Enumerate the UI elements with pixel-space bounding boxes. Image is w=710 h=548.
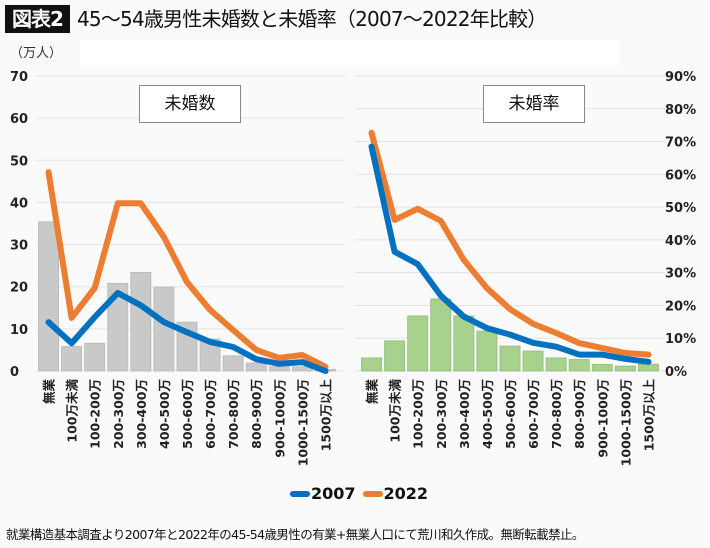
y-tick-label-rate-90: 90%: [665, 70, 696, 85]
y-tick-label-count-50: 50: [10, 154, 28, 169]
legend-swatch-2007: [290, 490, 310, 497]
bar-rate-8: [545, 357, 567, 372]
panel-label-count: 未婚数: [139, 85, 241, 123]
category-label-rate-7: 600-700万: [526, 379, 541, 449]
y-tick-label-rate-40: 40%: [665, 234, 696, 249]
bar-rate-5: [476, 330, 498, 372]
category-label-count-3: 200-300万: [111, 379, 126, 449]
bar-count-8: [222, 355, 244, 372]
bar-count-10: [268, 366, 290, 372]
y-tick-label-count-70: 70: [10, 70, 28, 85]
y-tick-label-rate-30: 30%: [665, 267, 696, 282]
category-label-count-9: 800-900万: [249, 379, 264, 449]
category-label-count-10: 900-1000万: [272, 379, 287, 458]
legend-label-2022: 2022: [383, 484, 429, 503]
y-axis-unit-label: （万人）: [10, 46, 63, 61]
y-tick-label-rate-60: 60%: [665, 168, 696, 183]
category-label-rate-11: 1000-1500万: [618, 379, 633, 466]
bar-count-1: [61, 346, 83, 372]
y-tick-label-rate-20: 20%: [665, 299, 696, 314]
bar-count-4: [130, 271, 152, 372]
category-label-count-2: 100-200万: [88, 379, 103, 449]
bar-rate-2: [407, 315, 429, 372]
category-label-count-8: 700-800万: [226, 379, 241, 449]
y-tick-label-count-10: 10: [10, 323, 28, 338]
category-label-count-6: 500-600万: [180, 379, 195, 449]
category-label-rate-9: 800-900万: [572, 379, 587, 449]
bar-rate-10: [591, 364, 613, 372]
source-footnote: 就業構造基本調査より2007年と2022年の45-54歳男性の有業+無業人口にて…: [6, 527, 584, 542]
legend-item-2022: 2022: [362, 484, 429, 503]
category-label-count-5: 400-500万: [157, 379, 172, 449]
bar-rate-9: [568, 359, 590, 372]
line-rate-2007: [368, 143, 652, 365]
legend-swatch-2022: [362, 490, 383, 497]
bar-rate-0: [361, 357, 382, 372]
bar-rate-11: [614, 365, 636, 372]
y-tick-label-rate-70: 70%: [665, 136, 696, 151]
legend-label-2007: 2007: [311, 484, 356, 503]
category-label-rate-6: 500-600万: [503, 379, 518, 449]
legend-item-2007: 2007: [290, 484, 356, 503]
bar-rate-3: [430, 298, 452, 372]
category-label-rate-0: 無業: [365, 379, 380, 405]
category-label-rate-4: 300-400万: [457, 379, 472, 449]
header-backdrop: [80, 40, 620, 67]
y-tick-label-rate-50: 50%: [665, 201, 696, 216]
category-label-count-0: 無業: [42, 379, 57, 405]
category-label-rate-10: 900-1000万: [595, 379, 610, 458]
y-tick-label-count-60: 60: [10, 112, 28, 127]
category-label-rate-3: 200-300万: [434, 379, 449, 449]
bar-rate-6: [499, 345, 521, 372]
bar-count-3: [107, 282, 129, 372]
category-label-rate-8: 700-800万: [549, 379, 564, 449]
category-label-count-11: 1000-1500万: [295, 379, 310, 466]
line-rate-2022: [368, 129, 652, 358]
category-label-rate-5: 400-500万: [480, 379, 495, 449]
y-tick-label-rate-10: 10%: [665, 332, 696, 347]
y-tick-label-count-40: 40: [10, 196, 28, 211]
category-label-rate-1: 100万未満: [388, 379, 403, 443]
figure-badge: 図表2: [5, 5, 70, 33]
category-label-rate-2: 100-200万: [411, 379, 426, 449]
bar-count-9: [245, 362, 267, 372]
chart-title: 45〜54歳男性未婚数と未婚率（2007〜2022年比較）: [77, 7, 547, 31]
y-tick-label-rate-80: 80%: [665, 103, 696, 118]
category-label-rate-12: 1500万以上: [642, 379, 657, 452]
y-tick-label-rate-0: 0%: [665, 365, 687, 380]
legend: 2007 2022: [290, 484, 435, 503]
bar-rate-1: [384, 340, 406, 372]
line-count-2022: [45, 169, 329, 370]
bar-rate-12: [638, 363, 659, 372]
bar-count-5: [153, 286, 175, 372]
bar-count-0: [38, 221, 59, 372]
category-label-count-7: 600-700万: [203, 379, 218, 449]
category-label-count-4: 300-400万: [134, 379, 149, 449]
y-tick-label-count-20: 20: [10, 281, 28, 296]
category-label-count-12: 1500万以上: [319, 379, 334, 452]
panel-label-rate: 未婚率: [483, 85, 585, 123]
y-tick-label-count-30: 30: [10, 239, 28, 254]
y-tick-label-count-0: 0: [10, 365, 19, 380]
bar-count-2: [84, 342, 106, 372]
bar-rate-4: [453, 315, 475, 372]
category-label-count-1: 100万未満: [65, 379, 80, 443]
line-count-2007: [45, 290, 329, 374]
bar-rate-7: [522, 350, 544, 372]
